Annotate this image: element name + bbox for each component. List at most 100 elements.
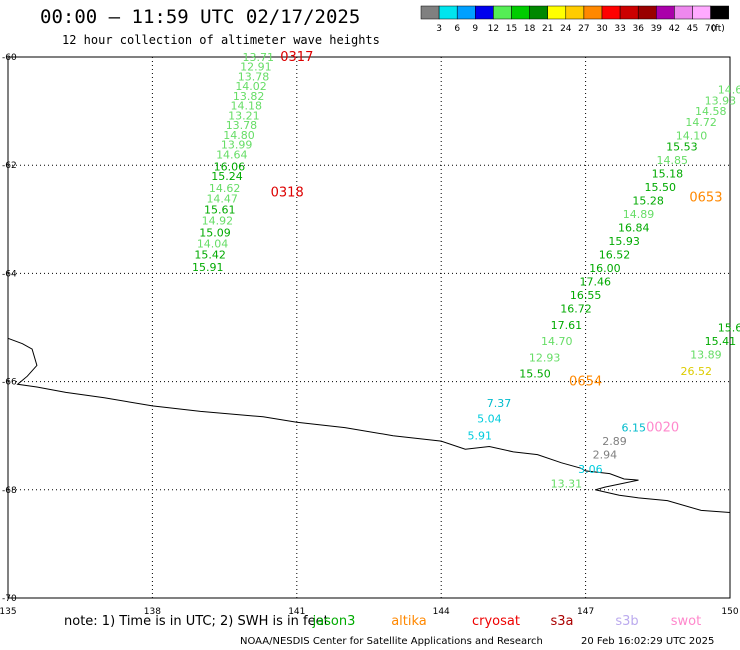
lon-tick-label: 147 <box>577 607 594 617</box>
wave-height-label: 14.64 <box>216 148 248 161</box>
wave-height-label: 13.93 <box>705 94 737 107</box>
wave-height-label: 14.80 <box>223 129 255 142</box>
lat-tick-label: -64 <box>2 269 17 279</box>
legend-label: 70 <box>705 24 717 34</box>
wave-height-label: 16.00 <box>589 262 621 275</box>
legend-label: 27 <box>578 24 589 34</box>
lat-tick-label: -60 <box>2 53 17 63</box>
satellite-pass: 16.0615.2414.6214.4715.6114.9215.0914.04… <box>192 160 304 274</box>
wave-height-label: 14.92 <box>202 214 234 227</box>
wave-height-label: 12.93 <box>529 351 561 364</box>
satellite-pass: 14.613.9314.5814.7214.1015.5314.8515.181… <box>579 83 740 288</box>
satellite-pass: 13.7112.9113.7814.0213.8214.1813.2113.78… <box>216 50 313 161</box>
lon-tick-label: 135 <box>0 607 17 617</box>
wave-height-label: 14.72 <box>685 116 717 129</box>
legend-label: 15 <box>506 24 517 34</box>
page-subtitle: 12 hour collection of altimeter wave hei… <box>62 33 380 47</box>
legend-label: 9 <box>472 24 478 34</box>
wave-height-label: 2.94 <box>593 449 618 462</box>
wave-height-label: 17.61 <box>551 319 583 332</box>
legend-label: 42 <box>669 24 680 34</box>
wave-height-label: 14.70 <box>541 335 573 348</box>
lon-tick-label: 150 <box>721 607 738 617</box>
wave-height-label: 3.06 <box>578 463 603 476</box>
wave-height-label: 14.02 <box>235 80 267 93</box>
wave-height-label: 17.46 <box>579 276 611 289</box>
wave-height-label: 15.24 <box>211 170 243 183</box>
lat-tick-label: -68 <box>2 486 17 496</box>
wave-height-label: 15.93 <box>608 235 640 248</box>
wave-height-label: 15.42 <box>194 248 226 261</box>
wave-height-label: 26.52 <box>681 365 713 378</box>
wave-height-label: 16.55 <box>570 289 602 302</box>
map-frame <box>7 56 731 599</box>
lat-tick-label: -66 <box>2 378 17 388</box>
wave-height-label: 16.52 <box>599 248 631 261</box>
lat-tick-label: -62 <box>2 161 17 171</box>
page-title: 00:00 – 11:59 UTC 02/17/2025 <box>40 6 361 28</box>
wave-height-label: 15.61 <box>204 204 236 217</box>
legend-label: 18 <box>524 24 536 34</box>
lon-tick-label: 138 <box>144 607 161 617</box>
legend-swatch <box>710 5 729 20</box>
legend-unit: (ft) <box>711 24 725 34</box>
wave-height-label: 13.82 <box>233 90 265 103</box>
wave-height-label: 15.09 <box>199 226 231 239</box>
wave-height-label: 14.58 <box>695 105 727 118</box>
legend-label: 30 <box>596 24 608 34</box>
wave-height-label: 14.6 <box>718 83 740 96</box>
legend-label: 36 <box>632 24 644 34</box>
wave-height-label: 14.04 <box>197 238 229 251</box>
wave-height-label: 13.21 <box>228 109 260 122</box>
pass-time-label: 0317 <box>280 50 313 65</box>
wave-height-label: 13.78 <box>226 119 258 132</box>
legend-label: 24 <box>560 24 572 34</box>
wave-height-label: 14.18 <box>231 100 263 113</box>
wave-height-label: 15.41 <box>705 335 737 348</box>
wave-height-label: 16.72 <box>560 303 592 316</box>
lon-tick-label: 141 <box>288 607 305 617</box>
wave-height-label: 13.99 <box>221 139 253 152</box>
wave-height-label: 13.78 <box>238 70 270 83</box>
wave-height-label: 13.71 <box>243 51 275 64</box>
wave-height-label: 7.37 <box>487 397 512 410</box>
wave-height-label: 13.31 <box>551 477 583 490</box>
wave-height-label: 14.89 <box>623 208 655 221</box>
wave-height-label: 15.50 <box>644 181 676 194</box>
wave-height-label: 15.6 <box>718 322 740 335</box>
wave-height-label: 15.53 <box>666 140 698 153</box>
wave-height-label: 14.47 <box>206 193 238 206</box>
coastline <box>7 337 731 513</box>
legend-label: 45 <box>687 24 698 34</box>
pass-time-label: 0654 <box>569 375 602 390</box>
wave-height-label: 14.85 <box>656 154 688 167</box>
legend-label: 39 <box>651 24 663 34</box>
wave-height-label: 13.89 <box>690 349 722 362</box>
lon-tick-label: 144 <box>433 607 450 617</box>
wave-height-label: 15.18 <box>652 167 684 180</box>
wave-height-label: 16.84 <box>618 221 650 234</box>
wave-height-label: 6.15 <box>621 422 646 435</box>
legend-label: 3 <box>436 24 442 34</box>
legend-label: 6 <box>454 24 460 34</box>
wave-height-label: 14.62 <box>209 182 241 195</box>
legend-label: 21 <box>542 24 553 34</box>
wave-height-label: 16.06 <box>214 160 246 173</box>
wave-height-label: 15.91 <box>192 261 224 274</box>
wave-height-label: 14.10 <box>676 129 708 142</box>
wave-height-label: 5.91 <box>467 430 492 443</box>
wave-height-label: 5.04 <box>477 412 502 425</box>
wave-height-label: 2.89 <box>602 435 627 448</box>
pass-time-label: 0020 <box>646 421 679 436</box>
wave-height-label: 15.28 <box>632 194 664 207</box>
lat-tick-label: -70 <box>2 594 17 604</box>
legend-label: 33 <box>614 24 625 34</box>
legend-label: 12 <box>488 24 499 34</box>
color-legend: 3 6 9 12 15 18 21 24 27 30 33 36 39 42 45 70(ft) <box>420 5 729 34</box>
wave-height-label: 15.50 <box>519 367 551 380</box>
